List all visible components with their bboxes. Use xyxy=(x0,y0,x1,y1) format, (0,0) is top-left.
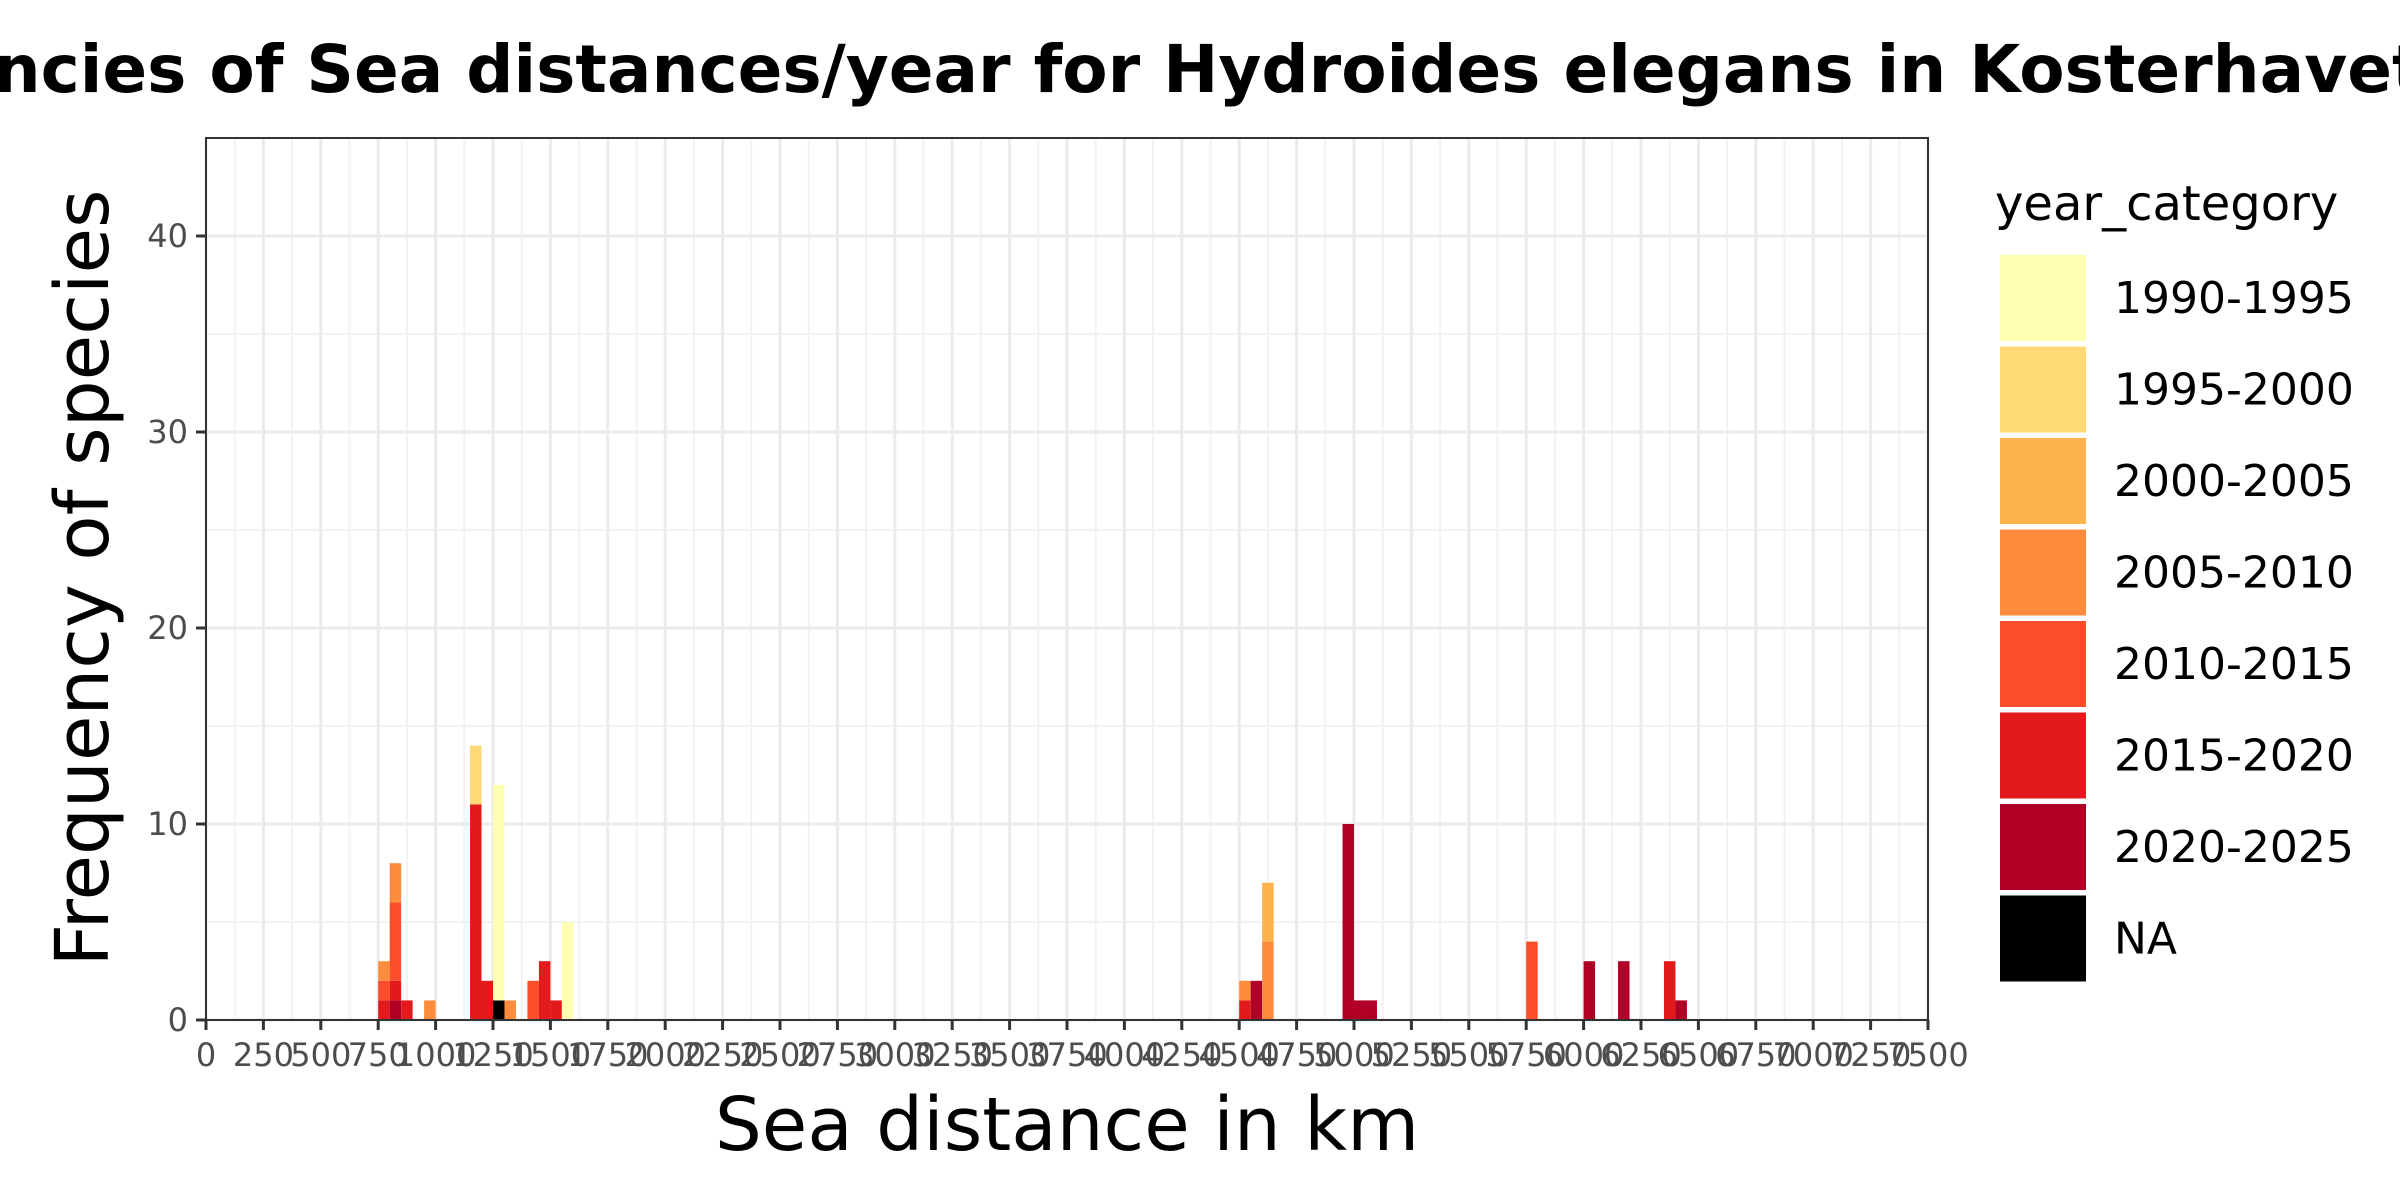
legend-label: 2015-2020 xyxy=(2114,731,2354,782)
x-tick-label: 4750 xyxy=(1256,1036,1337,1074)
x-tick-label: 1750 xyxy=(567,1036,648,1074)
bar-segment xyxy=(1526,941,1538,1020)
x-tick-label: 250 xyxy=(233,1036,294,1074)
x-tick-label: 4500 xyxy=(1198,1036,1279,1074)
x-tick-label: 5000 xyxy=(1313,1036,1394,1074)
legend-key xyxy=(2000,529,2086,616)
bar-segment xyxy=(389,863,402,903)
legend-label: 1995-2000 xyxy=(2114,365,2354,416)
x-axis-title: Sea distance in km xyxy=(715,1082,1419,1168)
y-axis: 0 10 20 30 40 xyxy=(147,217,206,1039)
grid-lines xyxy=(204,138,1930,1022)
legend-label: 2005-2010 xyxy=(2114,548,2354,599)
x-tick-label: 1000 xyxy=(395,1036,476,1074)
x-tick-label: 6500 xyxy=(1658,1036,1739,1074)
x-tick-label: 4000 xyxy=(1084,1036,1165,1074)
bar-segment xyxy=(1250,980,1263,1020)
bar-segment xyxy=(481,980,493,1020)
bar-segment xyxy=(504,1000,516,1020)
bars xyxy=(378,745,1687,1020)
bar-segment xyxy=(389,980,402,1001)
legend-label: 2020-2025 xyxy=(2114,822,2354,873)
legend-key xyxy=(2000,895,2086,982)
legend-items: 1990-1995 1995-2000 2000-2005 2005-2010 2010… xyxy=(2000,255,2354,982)
chart-title: Frequencies of Sea distances/year for Hy… xyxy=(0,31,2400,108)
bar-segment xyxy=(389,1000,402,1020)
x-tick-label: 7250 xyxy=(1830,1036,1911,1074)
legend-key xyxy=(2000,346,2086,433)
y-tick-label: 20 xyxy=(147,609,188,647)
x-tick-label: 3250 xyxy=(911,1036,992,1074)
bar-segment xyxy=(378,1000,390,1020)
x-tick-label: 2500 xyxy=(739,1036,820,1074)
bar-segment xyxy=(1342,824,1354,1020)
legend-key xyxy=(2000,804,2086,890)
legend-key xyxy=(2000,438,2086,524)
bar-segment xyxy=(1663,961,1676,1020)
bar-segment xyxy=(1618,961,1630,1020)
y-tick-label: 40 xyxy=(147,217,188,255)
x-tick-label: 2250 xyxy=(682,1036,763,1074)
x-tick-label: 1250 xyxy=(452,1036,533,1074)
x-tick-label: 500 xyxy=(290,1036,351,1074)
plot-area: 0 250500750100012501500175020002250250027… xyxy=(147,137,1969,1074)
x-tick-label: 2750 xyxy=(797,1036,878,1074)
x-tick-label: 5750 xyxy=(1485,1036,1566,1074)
x-tick-label: 4250 xyxy=(1141,1036,1222,1074)
legend: year_category 1990-1995 1995-2000 2000-200… xyxy=(1995,176,2354,982)
y-axis-title: Frequency of species xyxy=(40,189,126,966)
legend-key xyxy=(2000,712,2086,799)
bar-segment xyxy=(470,804,482,1020)
y-tick-label: 0 xyxy=(168,1001,188,1039)
x-tick-label: 1500 xyxy=(510,1036,591,1074)
x-tick-label: 5250 xyxy=(1371,1036,1452,1074)
bar-segment xyxy=(1262,941,1274,1020)
x-tick-label: 0 xyxy=(196,1036,216,1074)
legend-key xyxy=(2000,255,2086,341)
bar-segment xyxy=(561,922,574,1020)
bar-segment xyxy=(378,961,390,981)
legend-label: 2010-2015 xyxy=(2114,639,2354,690)
bar-segment xyxy=(1239,1000,1251,1020)
bar-segment xyxy=(1239,980,1251,1001)
x-tick-label: 6750 xyxy=(1715,1036,1796,1074)
bar-segment xyxy=(424,1000,436,1020)
bar-segment xyxy=(1365,1000,1377,1020)
x-tick-label: 6250 xyxy=(1600,1036,1681,1074)
x-tick-label: 7000 xyxy=(1772,1036,1853,1074)
bar-segment xyxy=(378,980,390,1001)
bar-segment xyxy=(1262,882,1274,942)
legend-label: 2000-2005 xyxy=(2114,456,2354,507)
x-tick-label: 7500 xyxy=(1887,1036,1968,1074)
x-tick-label: 3000 xyxy=(854,1036,935,1074)
bar-segment xyxy=(401,1000,413,1020)
bar-segment xyxy=(1354,1000,1366,1020)
bar-segment xyxy=(470,745,482,805)
bar-segment xyxy=(389,902,402,981)
x-tick-label: 6000 xyxy=(1543,1036,1624,1074)
bar-segment xyxy=(1583,961,1596,1020)
legend-key xyxy=(2000,621,2086,707)
bar-segment xyxy=(493,1000,505,1020)
bar-segment xyxy=(550,1000,562,1020)
x-tick-label: 750 xyxy=(348,1036,409,1074)
x-tick-label: 5500 xyxy=(1428,1036,1509,1074)
x-tick-label: 3750 xyxy=(1026,1036,1107,1074)
bar-segment xyxy=(493,784,505,1001)
x-tick-label: 3500 xyxy=(969,1036,1050,1074)
legend-label: 1990-1995 xyxy=(2114,273,2354,324)
y-tick-label: 10 xyxy=(147,805,188,843)
legend-title: year_category xyxy=(1995,176,2338,232)
bar-segment xyxy=(527,980,539,1020)
x-axis: 0 250500750100012501500175020002250250027… xyxy=(196,1020,1969,1074)
bar-segment xyxy=(538,961,551,1020)
y-tick-label: 30 xyxy=(147,413,188,451)
legend-label: NA xyxy=(2114,914,2177,965)
x-tick-label: 2000 xyxy=(624,1036,705,1074)
bar-segment xyxy=(1675,1000,1687,1020)
